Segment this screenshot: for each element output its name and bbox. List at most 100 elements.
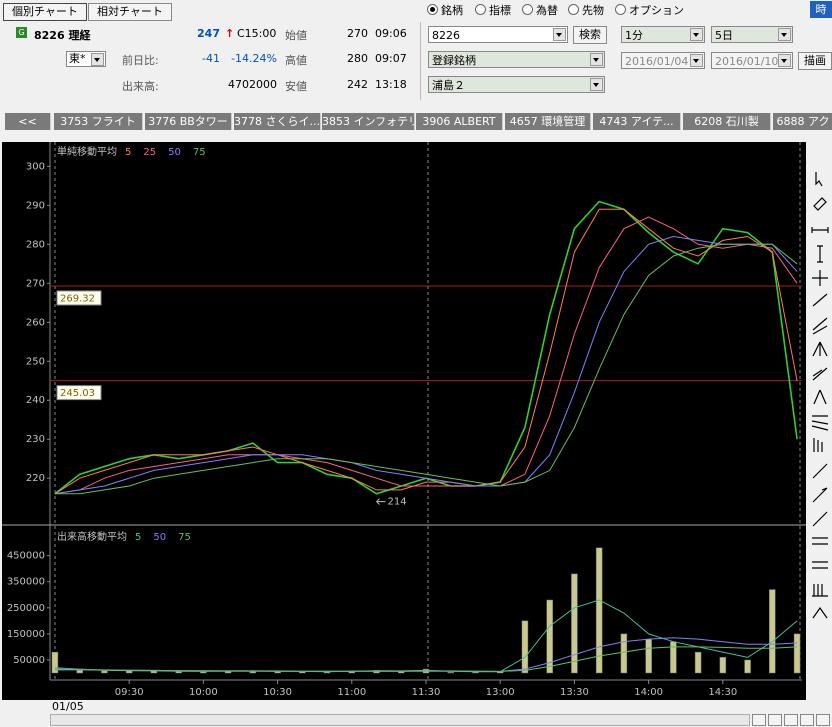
tool-trend[interactable] <box>812 293 828 307</box>
radio-label: 先物 <box>582 4 604 17</box>
tool-fib-time[interactable] <box>813 438 823 452</box>
price-line-label: 269.32 <box>60 293 95 304</box>
legend-entry: 50 <box>153 532 166 543</box>
radio[interactable] <box>615 4 626 15</box>
dropdown-arrow <box>778 28 791 41</box>
volume-bar <box>769 589 776 674</box>
radio[interactable] <box>568 4 579 15</box>
series-line <box>54 235 798 495</box>
volume-bar <box>744 659 751 674</box>
list-select[interactable]: 登録銘柄 <box>428 51 605 68</box>
tool-fan[interactable] <box>812 341 828 357</box>
stock-tab[interactable]: << <box>5 113 51 130</box>
fit[interactable] <box>816 714 830 726</box>
tool-hline[interactable] <box>811 227 829 233</box>
stock-tab[interactable]: 4743 アイテ... <box>593 113 681 130</box>
tool-palette <box>811 172 829 619</box>
ohlc-time: 09:06 <box>375 27 407 40</box>
span-value: 5日 <box>715 29 733 42</box>
date-to[interactable]: 2016/01/10 <box>711 52 793 69</box>
scroll-right[interactable] <box>768 714 782 726</box>
dropdown-arrow <box>553 28 566 41</box>
y-tick-label: 230 <box>26 434 45 445</box>
tool-vline[interactable] <box>817 245 823 263</box>
price-arrow: ↑ <box>225 27 235 40</box>
tool-line[interactable] <box>812 463 828 479</box>
interval-select[interactable]: 1分 <box>621 26 705 43</box>
stock-tab[interactable]: 3778 さくらイ... <box>234 113 321 130</box>
volume-bar <box>694 651 702 674</box>
tool-fib[interactable] <box>812 367 828 381</box>
group-value: 浦島２ <box>432 79 465 92</box>
x-tick-label: 10:00 <box>189 687 218 698</box>
tool-wave[interactable] <box>812 606 828 619</box>
price: 247 <box>197 27 220 40</box>
stock-tab[interactable]: 3776 BBタワー <box>145 113 232 130</box>
volume-bar <box>571 573 578 674</box>
tool-cross[interactable] <box>812 270 828 286</box>
date-to-value: 2016/01/10 <box>715 55 779 68</box>
ohlc-time: 13:18 <box>375 78 407 91</box>
radio[interactable] <box>522 4 533 15</box>
tool-gann[interactable] <box>813 389 827 405</box>
chart: 220 230 240 250 260 270 280 290 300 269.32 245.03 2… <box>2 142 806 698</box>
price-line-label: 245.03 <box>60 388 95 399</box>
stock-tab[interactable]: 3753 フライト <box>54 113 143 130</box>
annotation-arrow <box>376 498 386 505</box>
tool-ray[interactable] <box>812 511 828 527</box>
legend-entry: 50 <box>168 147 181 158</box>
ohlc-price: 270 <box>347 27 368 40</box>
y-tick-label: 150000 <box>7 629 45 640</box>
price-line-label-box <box>56 385 102 401</box>
stock-tab[interactable]: 3853 インフォテリ <box>322 113 415 130</box>
stock-tab[interactable]: 3906 ALBERT <box>416 113 503 130</box>
volume-bar <box>670 641 677 674</box>
chart-tab-button[interactable]: 個別チャート <box>3 3 87 21</box>
tool-gann-line[interactable] <box>812 487 828 503</box>
scrollbar[interactable] <box>50 714 750 726</box>
stock-tab[interactable]: 6208 石川製 <box>683 113 771 130</box>
tool-eraser[interactable] <box>813 197 827 211</box>
code-value: 8226 <box>432 29 460 42</box>
tool-retrace[interactable] <box>811 415 829 431</box>
search-button[interactable]: 検索 <box>573 26 607 44</box>
scroll-left[interactable] <box>752 714 766 726</box>
span-select[interactable]: 5日 <box>711 26 793 43</box>
series-line <box>54 646 798 672</box>
market-select[interactable]: 東* <box>66 51 106 67</box>
draw-button[interactable]: 描画 <box>798 52 832 70</box>
series-line <box>54 637 798 672</box>
change-pct: -14.24% <box>231 52 277 65</box>
ohlc-time: 09:07 <box>375 52 407 65</box>
tool-cursor[interactable] <box>815 172 823 187</box>
tool-3[interactable] <box>812 537 828 545</box>
dropdown-arrow <box>690 54 703 67</box>
chart-tab-button[interactable]: 相対チャート <box>88 3 172 21</box>
y-tick-label: 280 <box>26 239 45 250</box>
group-select[interactable]: 浦島２ <box>428 76 605 93</box>
tool-bars[interactable] <box>812 584 828 597</box>
radio[interactable] <box>427 4 438 15</box>
corner-button[interactable]: 時 <box>810 1 832 18</box>
ohlc-price: 280 <box>347 52 368 65</box>
chart-title: 単純移動平均 <box>57 145 117 158</box>
series-line <box>54 599 798 673</box>
change-label: 前日比: <box>122 54 159 67</box>
x-tick-label: 09:30 <box>115 687 144 698</box>
tool-channel[interactable] <box>812 317 828 335</box>
volume: 4702000 <box>228 78 277 91</box>
zoom-out[interactable] <box>800 714 814 726</box>
dropdown-arrow <box>91 53 104 66</box>
zoom-in[interactable] <box>784 714 798 726</box>
stock-tab[interactable]: 4657 環境管理 <box>505 113 591 130</box>
volume-label: 出来高: <box>122 80 159 93</box>
tool-4[interactable] <box>812 561 828 569</box>
code-input[interactable]: 8226 <box>428 26 568 43</box>
radio-label: 指標 <box>489 4 511 17</box>
chart-background <box>2 142 806 700</box>
volume-bar <box>76 670 83 674</box>
radio[interactable] <box>475 4 486 15</box>
date-from[interactable]: 2016/01/04 <box>621 52 705 69</box>
list-value: 登録銘柄 <box>432 54 476 67</box>
stock-tab[interactable]: 6888 アク <box>773 113 832 130</box>
